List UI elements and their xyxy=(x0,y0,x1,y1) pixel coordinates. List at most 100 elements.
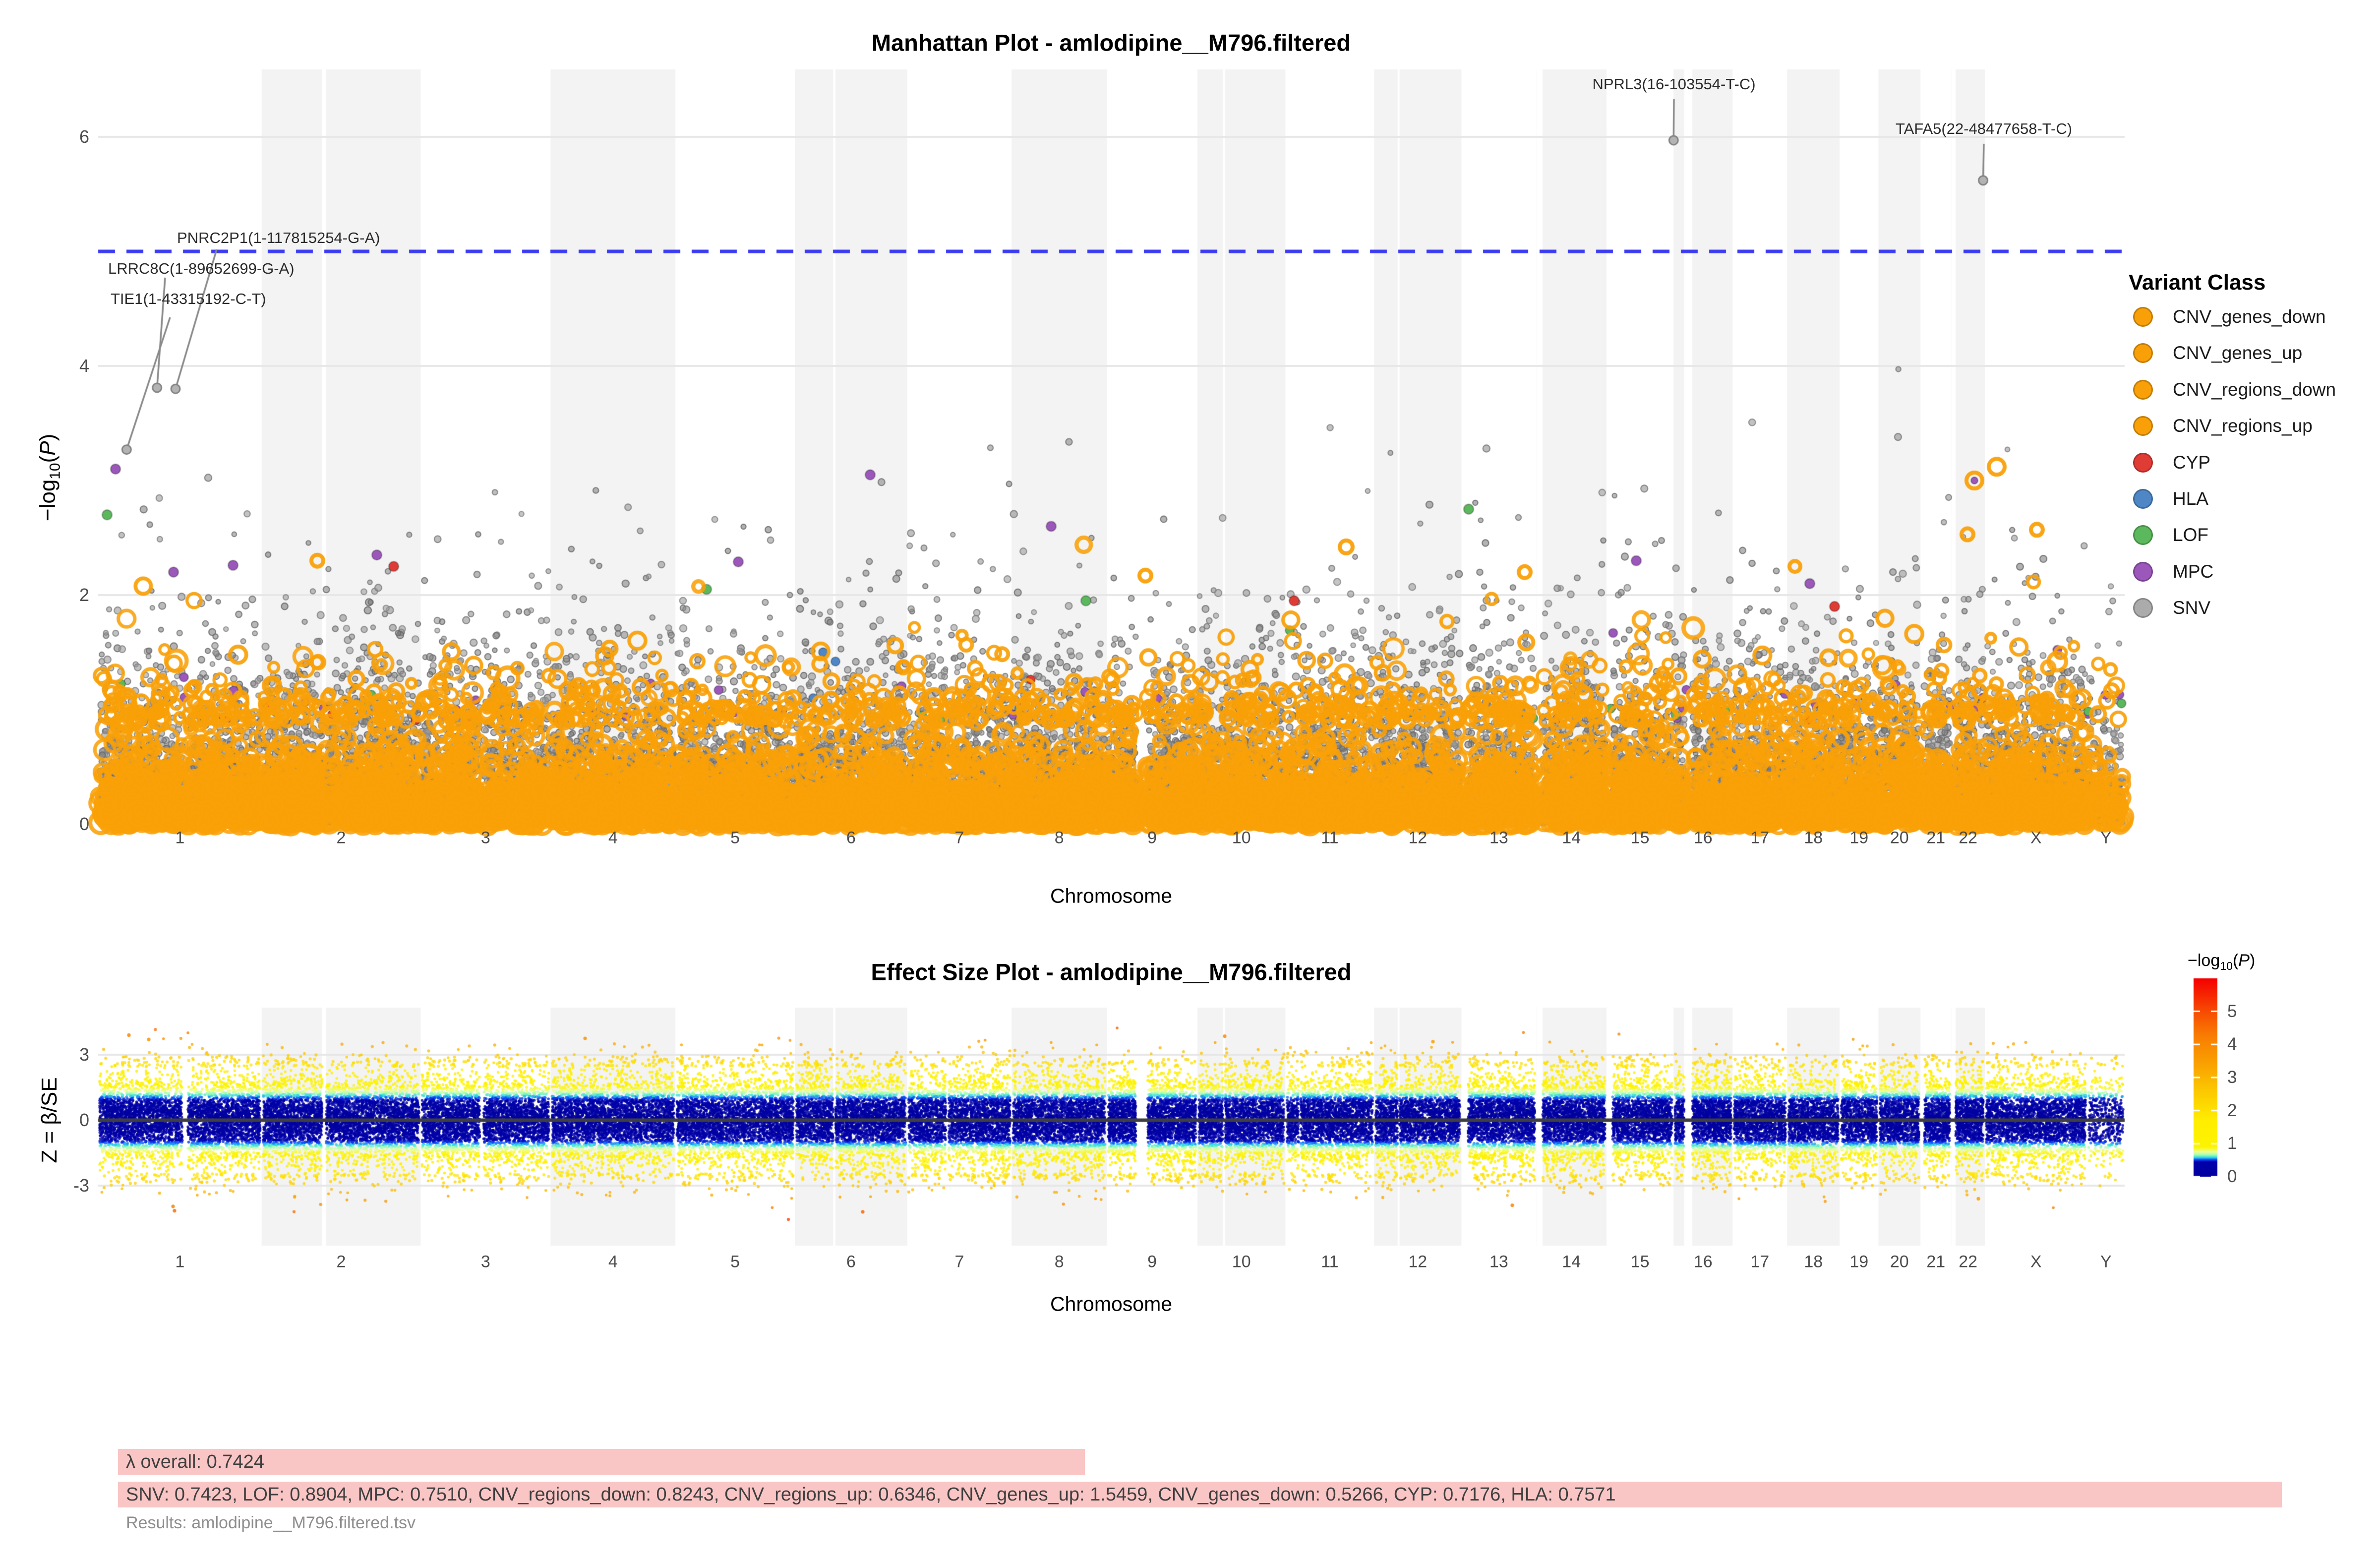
legend-swatch-icon xyxy=(2133,525,2153,545)
legend-swatch-icon xyxy=(2133,416,2153,436)
chromosome-tick-label: 10 xyxy=(1232,828,1251,847)
legend-swatch-icon xyxy=(2133,452,2153,473)
chromosome-tick-label: 8 xyxy=(1054,1252,1064,1271)
chromosome-tick-label: 1 xyxy=(175,828,185,847)
effect-x-axis-title: Chromosome xyxy=(1050,1292,1173,1316)
colorbar-title-text: −log xyxy=(2188,951,2220,970)
colorbar-tick-label: 5 xyxy=(2227,1001,2237,1021)
chromosome-tick-label: 9 xyxy=(1147,1252,1157,1271)
legend-swatch-icon xyxy=(2133,343,2153,363)
chromosome-tick-label: 7 xyxy=(954,1252,964,1271)
chromosome-tick-label: 9 xyxy=(1147,828,1157,847)
chromosome-tick-label: 19 xyxy=(1849,1252,1869,1271)
colorbar-tick-label: 2 xyxy=(2227,1100,2237,1120)
y-axis-title-sub: 10 xyxy=(47,463,63,480)
colorbar-title-var: P xyxy=(2238,951,2250,970)
chromosome-tick-label: 6 xyxy=(846,1252,856,1271)
chromosome-tick-label: 3 xyxy=(480,1252,490,1271)
legend-item: HLA xyxy=(2133,481,2208,517)
manhattan-title: Manhattan Plot - amlodipine__M796.filter… xyxy=(871,29,1351,56)
legend-item-label: LOF xyxy=(2173,525,2208,545)
chromosome-tick-label: 17 xyxy=(1750,1252,1770,1271)
colorbar-tick-label: 4 xyxy=(2227,1034,2237,1054)
legend-swatch-icon xyxy=(2133,561,2153,582)
chromosome-tick-label: 2 xyxy=(336,828,346,847)
colorbar-tick-label: 0 xyxy=(2227,1167,2237,1186)
chromosome-tick-label: 3 xyxy=(480,828,490,847)
results-file-caption: Results: amlodipine__M796.filtered.tsv xyxy=(126,1513,416,1532)
annotation-label: NPRL3(16-103554-T-C) xyxy=(1592,75,1756,93)
y-tick-label: 0 xyxy=(79,814,89,834)
colorbar-tick-label: 3 xyxy=(2227,1067,2237,1087)
y-axis-title-var: P xyxy=(35,441,60,456)
chromosome-tick-label: 2 xyxy=(336,1252,346,1271)
chromosome-tick-label: 14 xyxy=(1562,1252,1581,1271)
legend-item: CNV_genes_down xyxy=(2133,299,2326,335)
colorbar-title-sub: 10 xyxy=(2220,959,2233,972)
chromosome-tick-label: Y xyxy=(2100,1252,2112,1271)
y-tick-label: 2 xyxy=(79,585,89,605)
chromosome-tick-label: 12 xyxy=(1408,1252,1428,1271)
chromosome-tick-label: 16 xyxy=(1693,828,1713,847)
legend-item: CNV_regions_down xyxy=(2133,372,2336,408)
chromosome-tick-label: 11 xyxy=(1321,1252,1339,1271)
chromosome-tick-label: 13 xyxy=(1489,828,1508,847)
chromosome-tick-label: 22 xyxy=(1959,828,1978,847)
y-tick-label: -3 xyxy=(73,1175,89,1196)
legend-item: MPC xyxy=(2133,554,2213,590)
colorbar-title-paren: ( xyxy=(2232,951,2239,970)
chromosome-tick-label: 5 xyxy=(730,1252,740,1271)
y-tick-label: 0 xyxy=(79,1110,89,1130)
y-axis-title-paren: ( xyxy=(35,455,60,463)
chromosome-tick-label: 18 xyxy=(1804,828,1823,847)
colorbar-title-paren2: ) xyxy=(2249,951,2256,970)
y-axis-title-text: −log xyxy=(35,479,60,522)
legend-item-label: CYP xyxy=(2173,452,2211,473)
manhattan-x-axis-title: Chromosome xyxy=(1050,884,1173,907)
y-tick-label: 4 xyxy=(79,356,89,376)
manhattan-y-axis-title: −log10(P) xyxy=(36,434,64,521)
chromosome-tick-label: 13 xyxy=(1489,1252,1508,1271)
annotation-label: TAFA5(22-48477658-T-C) xyxy=(1895,120,2073,137)
lambda-by-class-banner: SNV: 0.7423, LOF: 0.8904, MPC: 0.7510, C… xyxy=(118,1482,2282,1507)
chromosome-tick-label: 16 xyxy=(1693,1252,1713,1271)
chromosome-tick-label: 18 xyxy=(1804,1252,1823,1271)
legend-item: SNV xyxy=(2133,590,2210,626)
legend-item-label: CNV_regions_down xyxy=(2173,379,2336,400)
colorbar-tick-label: 1 xyxy=(2227,1134,2237,1153)
legend-item-label: SNV xyxy=(2173,598,2211,618)
legend-item-label: HLA xyxy=(2173,488,2208,509)
legend-item: CNV_genes_up xyxy=(2133,335,2302,371)
chromosome-tick-label: 1 xyxy=(175,1252,185,1271)
chromosome-tick-label: 22 xyxy=(1959,1252,1978,1271)
chromosome-tick-label: 8 xyxy=(1054,828,1064,847)
y-axis-title-paren2: ) xyxy=(35,433,60,441)
chromosome-tick-label: 5 xyxy=(730,828,740,847)
legend-swatch-icon xyxy=(2133,379,2153,400)
chromosome-tick-label: 6 xyxy=(846,828,856,847)
chromosome-tick-label: 11 xyxy=(1321,828,1339,847)
chromosome-tick-label: Y xyxy=(2100,828,2112,847)
chromosome-tick-label: 12 xyxy=(1408,828,1428,847)
y-tick-label: 3 xyxy=(79,1044,89,1065)
legend-swatch-icon xyxy=(2133,489,2153,509)
colorbar-title: −log10(P) xyxy=(2188,951,2255,973)
legend-item-label: CNV_genes_up xyxy=(2173,343,2303,363)
chromosome-tick-label: X xyxy=(2030,1252,2042,1271)
legend-swatch-icon xyxy=(2133,307,2153,327)
chromosome-tick-label: 15 xyxy=(1630,828,1650,847)
legend-item: CNV_regions_up xyxy=(2133,408,2313,444)
annotation-label: LRRC8C(1-89652699-G-A) xyxy=(108,260,295,277)
legend-item: CYP xyxy=(2133,445,2210,481)
y-tick-label: 6 xyxy=(79,126,89,147)
legend-item-label: MPC xyxy=(2173,561,2214,582)
legend-item-label: CNV_genes_down xyxy=(2173,306,2326,327)
effect-title: Effect Size Plot - amlodipine__M796.filt… xyxy=(871,959,1352,985)
chromosome-tick-label: 19 xyxy=(1849,828,1869,847)
legend-item: LOF xyxy=(2133,517,2208,553)
legend-title: Variant Class xyxy=(2129,270,2266,295)
chromosome-tick-label: 4 xyxy=(608,1252,618,1271)
chromosome-tick-label: 4 xyxy=(608,828,618,847)
